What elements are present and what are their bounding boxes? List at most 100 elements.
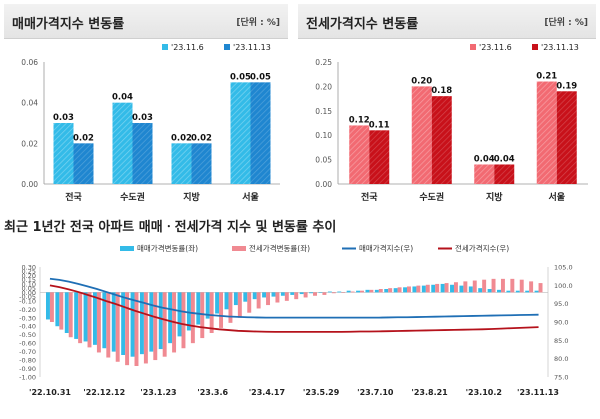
left-tick-3: 0.15 (22, 276, 36, 284)
trend-bar-0-45 (468, 286, 473, 293)
bar-1-0-3 (536, 81, 557, 184)
trend-bar-0-9 (130, 292, 135, 357)
data-label-0-1-1: 0.03 (132, 113, 153, 123)
trend-bar-1-2 (68, 292, 73, 338)
category-label-1-0: 전국 (361, 191, 378, 203)
trend-bar-0-6 (102, 292, 107, 349)
jeonse-rate-panel: 전세가격지수 변동률 [단위 : %] '23.11.6 '23.11.13 0.0… (298, 4, 596, 208)
bar-0-0-2 (171, 143, 192, 184)
y-tick-1-3: 0.15 (315, 107, 332, 116)
data-label-1-1-3: 0.19 (556, 81, 577, 91)
trend-bar-1-18 (219, 292, 224, 328)
sale-rate-unit: [단위 : %] (236, 18, 280, 28)
trend-bar-1-46 (482, 279, 487, 293)
trend-bar-0-23 (262, 292, 267, 298)
trend-bar-0-21 (243, 292, 248, 302)
data-label-0-1-2: 0.02 (191, 133, 212, 143)
trend-bar-1-26 (294, 292, 299, 300)
trend-bar-0-7 (111, 292, 116, 352)
trend-bar-0-14 (177, 292, 182, 337)
data-label-0-0-2: 0.02 (171, 133, 192, 143)
trend-bar-0-16 (196, 292, 201, 325)
trend-bar-0-44 (459, 285, 464, 293)
trend-bar-1-10 (143, 292, 148, 364)
trend-bar-1-48 (500, 278, 505, 293)
bar-1-0-0 (349, 125, 370, 184)
data-label-0-0-1: 0.04 (112, 93, 133, 103)
trend-bar-1-17 (209, 292, 214, 333)
trend-bar-1-32 (350, 291, 355, 293)
trend-bar-1-40 (425, 284, 430, 293)
trend-legend-swatch-1 (232, 246, 246, 251)
legend-swatch-0-1 (224, 44, 230, 50)
trend-legend-swatch-0 (120, 246, 134, 251)
trend-bar-1-39 (416, 285, 421, 293)
y-tick-1-5: 0.25 (315, 58, 332, 67)
trend-bar-1-45 (472, 280, 477, 293)
trend-bar-0-43 (450, 284, 454, 293)
trend-bar-0-11 (149, 292, 154, 352)
trend-bar-1-42 (444, 283, 449, 293)
left-tick-16: -0.90 (19, 365, 36, 373)
y-tick-1-1: 0.05 (315, 156, 332, 165)
trend-bar-0-12 (158, 292, 163, 350)
bar-0-0-0 (53, 123, 74, 184)
trend-bar-0-22 (252, 292, 257, 300)
y-tick-0-0: 0.00 (21, 180, 38, 189)
trend-bar-0-31 (337, 291, 342, 293)
y-tick-0-3: 0.06 (21, 58, 38, 67)
x-tick-2: '23.1.23 (140, 388, 176, 397)
trend-bar-1-16 (200, 292, 205, 339)
trend-bar-0-15 (186, 292, 191, 331)
trend-bar-1-41 (435, 283, 440, 293)
trend-bar-0-19 (224, 292, 229, 310)
x-tick-1: '22.12.12 (83, 388, 125, 397)
y-tick-1-0: 0.00 (315, 180, 332, 189)
trend-legend-label-1: 전세가격변동률(좌) (249, 243, 310, 253)
trend-bar-1-35 (378, 289, 383, 293)
trend-bar-1-28 (313, 292, 317, 296)
trend-bar-0-52 (534, 290, 539, 293)
bar-1-0-1 (411, 86, 432, 184)
trend-bar-0-32 (346, 290, 351, 293)
bar-1-1-0 (369, 130, 390, 184)
trend-bar-0-13 (168, 292, 173, 344)
trend-bar-0-42 (440, 283, 445, 293)
left-tick-10: -0.30 (19, 314, 36, 322)
trend-bar-1-43 (453, 282, 458, 293)
right-tick-2: 95.0 (554, 300, 568, 308)
trend-bar-1-20 (237, 292, 242, 318)
trend-legend-label-2: 매매가격지수(우) (359, 243, 413, 253)
trend-bar-1-5 (96, 292, 101, 353)
bar-1-1-2 (494, 164, 515, 184)
left-tick-7: -0.05 (19, 293, 36, 301)
trend-bar-1-4 (87, 292, 92, 348)
trend-bar-0-36 (384, 289, 389, 293)
trend-bar-1-19 (228, 292, 233, 323)
sale-rate-panel: 매매가격지수 변동률 [단위 : %] '23.11.6 '23.11.13 0.0… (4, 4, 288, 208)
trend-bar-1-36 (388, 288, 393, 293)
trend-bar-1-37 (397, 287, 402, 293)
data-label-1-0-1: 0.20 (411, 76, 432, 86)
left-tick-9: -0.20 (19, 306, 36, 314)
trend-bar-1-25 (284, 292, 289, 301)
x-tick-8: '23.10.2 (466, 388, 502, 397)
trend-bar-1-24 (275, 292, 280, 303)
category-label-1-3: 서울 (548, 191, 565, 203)
x-tick-5: '23.5.29 (303, 388, 340, 397)
data-label-0-0-3: 0.05 (230, 72, 251, 82)
jeonse-rate-unit: [단위 : %] (544, 18, 588, 28)
trend-bar-0-29 (318, 292, 323, 293)
trend-legend-label-3: 전세가격지수(우) (455, 243, 509, 253)
left-tick-5: 0.05 (22, 285, 36, 293)
jeonse-rate-title: 전세가격지수 변동률 (306, 17, 419, 32)
trend-bar-0-1 (55, 292, 60, 327)
trend-bar-0-24 (271, 292, 276, 297)
category-label-0-3: 서울 (242, 191, 259, 203)
legend-swatch-1-1 (532, 44, 538, 50)
trend-bar-0-47 (487, 289, 492, 293)
trend-chart-title: 최근 1년간 전국 아파트 매매ㆍ전세가격 지수 및 변동률 추이 (4, 220, 337, 235)
trend-bar-0-50 (515, 290, 520, 293)
trend-bar-1-38 (407, 286, 411, 293)
trend-bar-0-4 (83, 292, 88, 342)
